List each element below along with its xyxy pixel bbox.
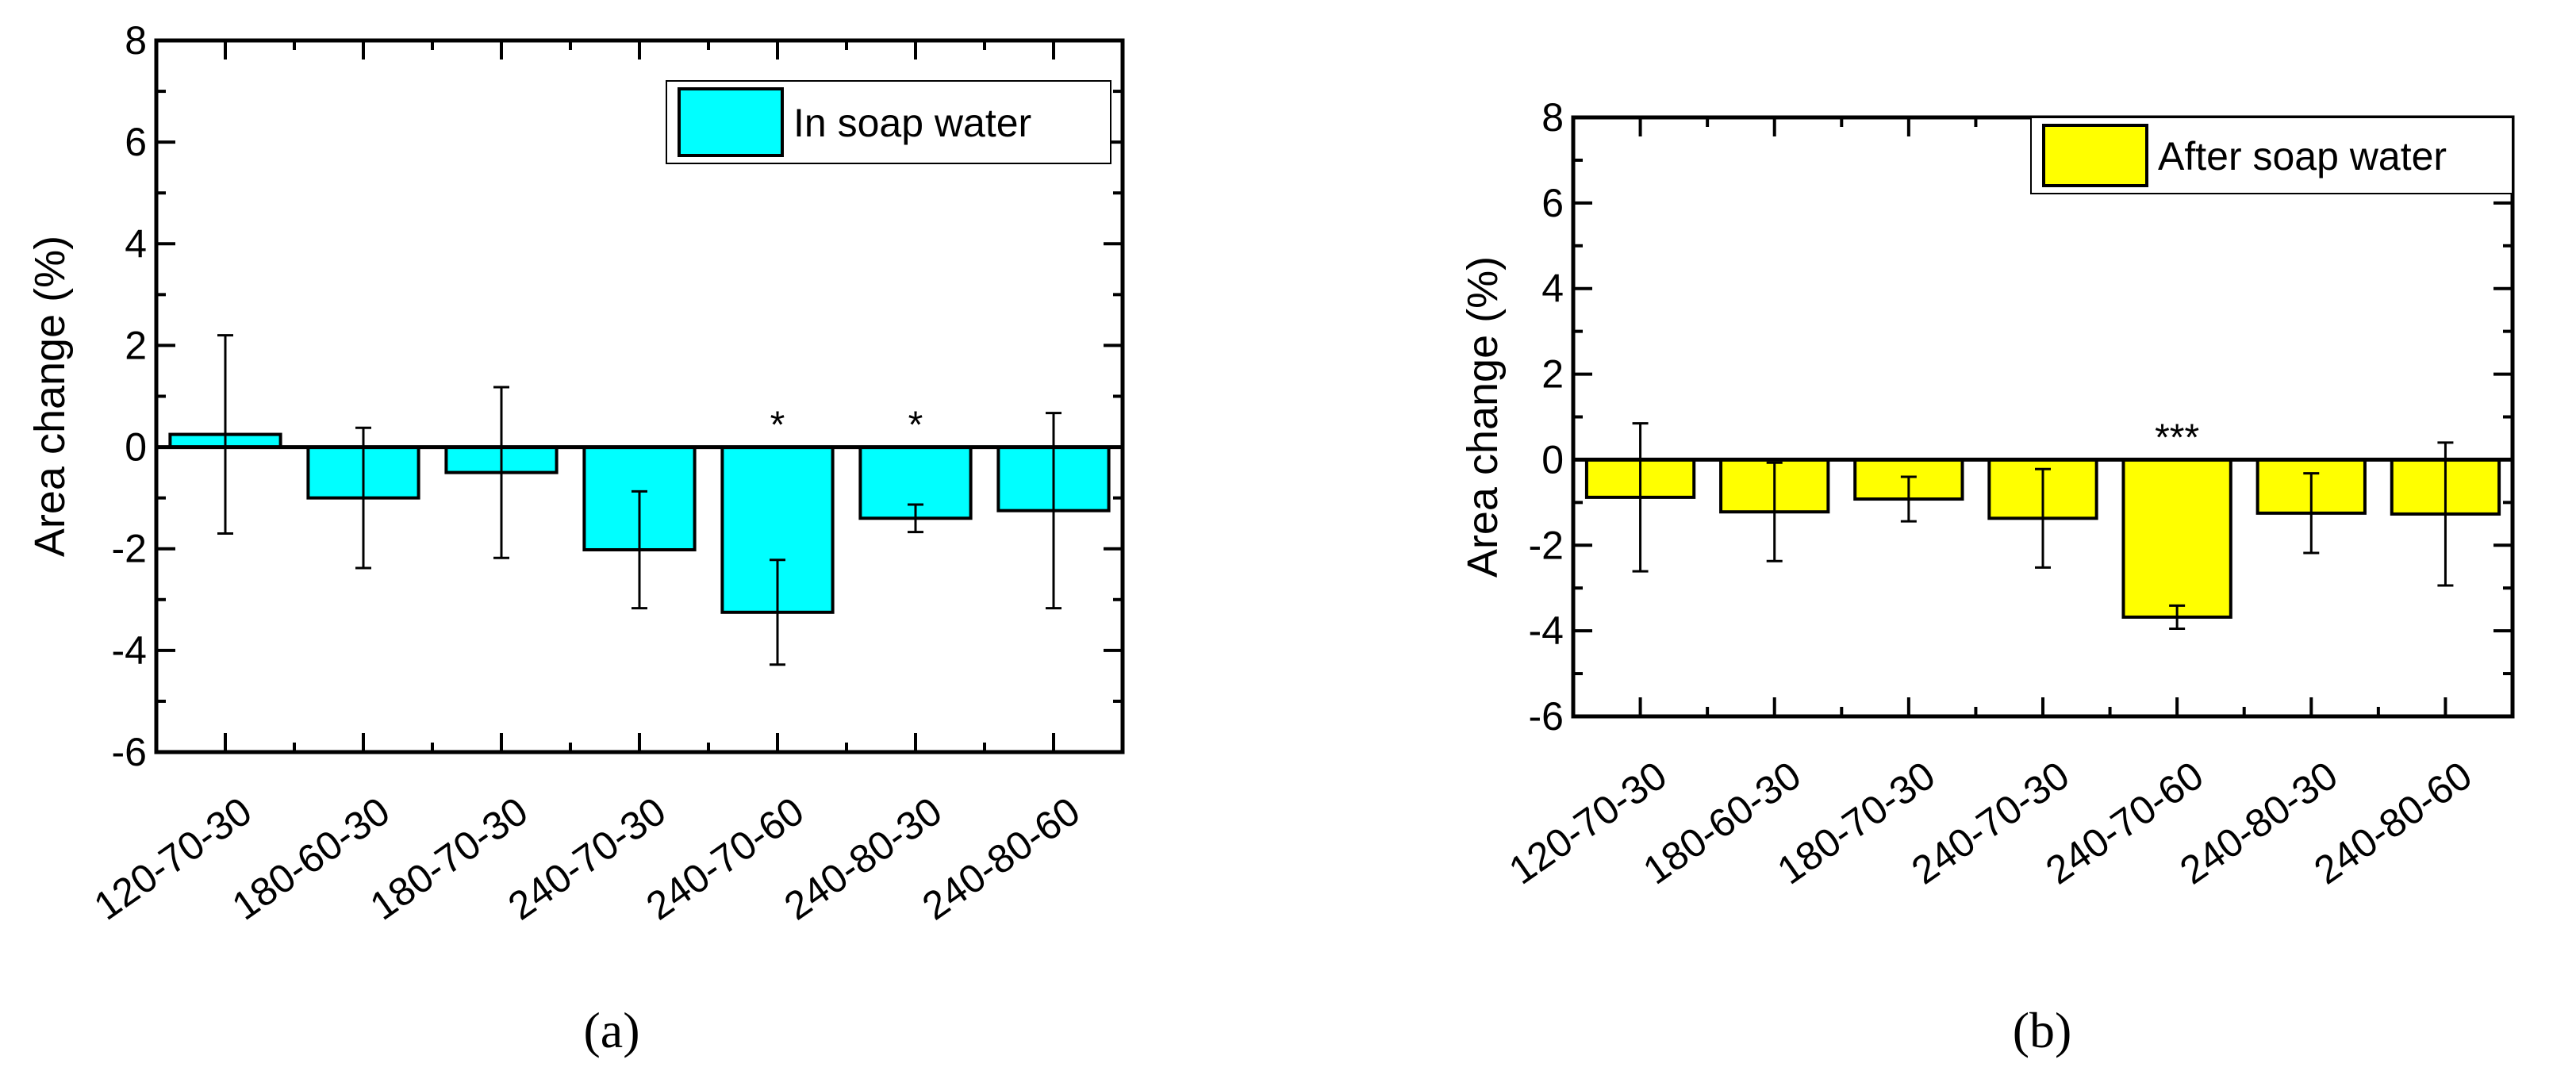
x-tick-label: 240-80-60 [914, 789, 1088, 929]
legend: After soap water [2030, 117, 2513, 194]
legend-label: In soap water [793, 101, 1031, 145]
panel-label: (b) [2013, 1002, 2072, 1058]
y-tick-label: -2 [1529, 523, 1564, 567]
significance-marker: * [770, 405, 785, 447]
legend-label: After soap water [2158, 134, 2447, 178]
panel-label: (a) [583, 1002, 639, 1058]
error-bar [1632, 422, 1649, 573]
error-bar [2437, 441, 2454, 587]
y-tick-label: -4 [1529, 608, 1564, 653]
y-tick-label: 6 [125, 120, 147, 164]
y-tick-label: -6 [1529, 694, 1564, 739]
significance-marker: *** [2155, 416, 2199, 459]
error-bar [355, 426, 371, 570]
plot-frame [1571, 115, 2515, 719]
significance-marker: * [908, 405, 923, 447]
error-bar [493, 386, 509, 559]
y-tick-label: 6 [1541, 181, 1564, 225]
y-tick-label: 0 [125, 425, 147, 470]
error-bar [770, 559, 785, 666]
error-bar [1766, 461, 1783, 562]
bar [2121, 458, 2232, 619]
y-tick-label: 8 [125, 18, 147, 63]
y-tick-label: -6 [112, 730, 147, 774]
legend-swatch [2042, 124, 2148, 187]
error-bar [2303, 472, 2320, 555]
x-tick-label: 240-70-60 [638, 789, 812, 929]
y-axis-title: Area change (%) [26, 236, 74, 557]
y-tick-label: 0 [1541, 437, 1564, 482]
y-tick-label: 4 [125, 221, 147, 266]
error-bar [1900, 475, 1917, 523]
y-tick-label: 4 [1541, 267, 1564, 311]
x-tick-label: 240-80-30 [776, 789, 950, 929]
x-tick-label: 120-70-30 [86, 789, 259, 929]
chart-panel-b: -6-4-202468120-70-30180-60-30180-70-3024… [1459, 95, 2515, 1058]
x-tick-label: 240-70-30 [500, 789, 674, 929]
y-tick-label: 2 [125, 323, 147, 367]
chart-panel-a: -6-4-202468120-70-30180-60-30180-70-3024… [26, 18, 1125, 1058]
legend: In soap water [666, 80, 1111, 164]
legend-swatch [678, 87, 784, 157]
x-tick-label: 180-60-30 [224, 789, 397, 929]
error-bar [2035, 467, 2051, 569]
error-bar [908, 503, 923, 534]
error-bar [217, 334, 233, 535]
y-axis-title: Area change (%) [1459, 256, 1507, 578]
y-tick-label: -2 [112, 527, 147, 571]
error-bar [632, 489, 647, 610]
y-tick-label: 2 [1541, 352, 1564, 397]
y-tick-label: 8 [1541, 95, 1564, 140]
error-bar [2169, 604, 2186, 630]
y-tick-label: -4 [112, 628, 147, 673]
x-tick-label: 180-70-30 [362, 789, 536, 929]
